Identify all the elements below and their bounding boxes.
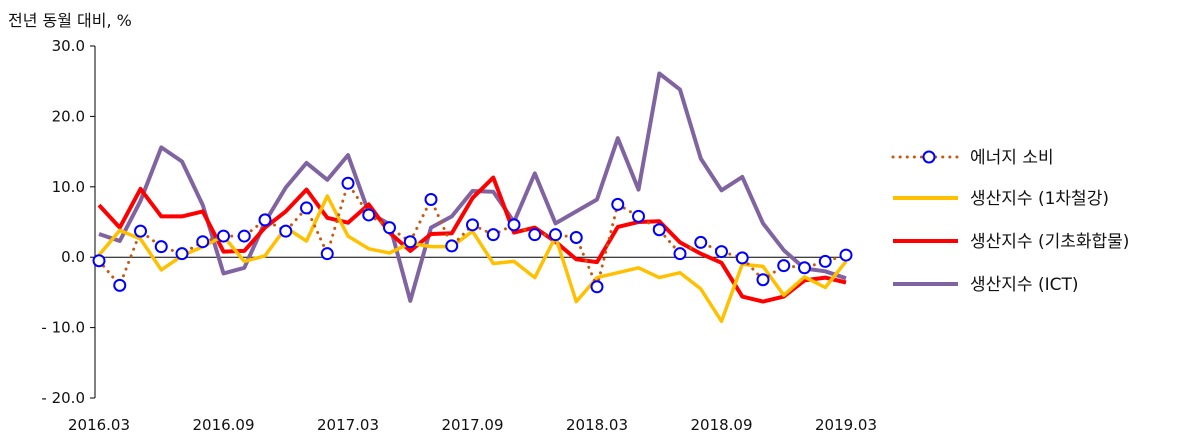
data-point xyxy=(154,240,168,254)
data-point xyxy=(175,247,189,261)
data-point xyxy=(92,254,106,268)
data-point xyxy=(486,228,500,242)
x-tick-label: 2017.03 xyxy=(317,416,379,434)
data-point xyxy=(777,259,791,273)
legend-label: 생산지수 (1차철강) xyxy=(970,189,1109,209)
data-point xyxy=(756,273,770,287)
data-point xyxy=(217,229,230,243)
x-tick-label: 2016.03 xyxy=(68,416,130,434)
data-point xyxy=(196,235,210,249)
legend-marker xyxy=(922,150,936,164)
data-point xyxy=(341,176,355,190)
data-point xyxy=(362,208,376,222)
data-point xyxy=(735,251,749,265)
y-tick-label: - 10.0 xyxy=(41,319,85,337)
x-tick-label: 2019.03 xyxy=(815,416,877,434)
series-line-chemical xyxy=(97,175,847,304)
data-point xyxy=(383,221,396,235)
data-point xyxy=(818,254,832,268)
data-point xyxy=(652,223,666,237)
x-tick-label: 2018.03 xyxy=(566,416,628,434)
data-point xyxy=(466,218,479,232)
data-point xyxy=(590,280,604,294)
data-point xyxy=(507,218,521,232)
y-tick-label: 0.0 xyxy=(61,248,85,266)
x-tick-label: 2018.09 xyxy=(690,416,752,434)
data-point xyxy=(279,224,293,238)
y-axis: 30.0 20.0 10.0 0.0 - 10.0 - 20.0 xyxy=(41,37,95,407)
data-point xyxy=(320,247,334,261)
y-tick-label: 30.0 xyxy=(52,37,85,55)
data-point xyxy=(300,201,313,215)
data-point xyxy=(839,248,853,262)
data-point xyxy=(134,224,147,238)
data-point xyxy=(673,247,687,261)
y-tick-label: - 20.0 xyxy=(41,389,85,407)
data-point xyxy=(798,261,811,275)
y-tick-label: 20.0 xyxy=(52,107,85,125)
data-point xyxy=(424,192,438,206)
legend-label: 에너지 소비 xyxy=(970,148,1054,168)
data-point xyxy=(258,213,272,227)
x-tick-label: 2016.09 xyxy=(192,416,254,434)
y-tick-label: 10.0 xyxy=(52,178,85,196)
data-point xyxy=(403,235,417,249)
x-tick-label: 2017.09 xyxy=(441,416,503,434)
data-point xyxy=(528,228,542,242)
legend-label: 생산지수 (ICT) xyxy=(970,275,1079,295)
data-point xyxy=(445,239,459,253)
data-point xyxy=(715,245,728,259)
data-point xyxy=(237,229,251,243)
data-point xyxy=(632,209,645,223)
series-line-steel xyxy=(97,194,848,324)
series-layer xyxy=(92,71,853,324)
data-point xyxy=(113,278,127,292)
legend-label: 생산지수 (기초화합물) xyxy=(970,232,1129,252)
data-point xyxy=(611,197,625,211)
series-line-ict xyxy=(98,71,847,303)
data-point xyxy=(694,235,708,249)
data-point xyxy=(549,228,562,242)
unit-label: 전년 동월 대비, % xyxy=(8,11,132,30)
data-point xyxy=(569,230,583,244)
x-axis: 2016.03 2016.09 2017.03 2017.09 2018.03 2018.… xyxy=(68,416,877,434)
